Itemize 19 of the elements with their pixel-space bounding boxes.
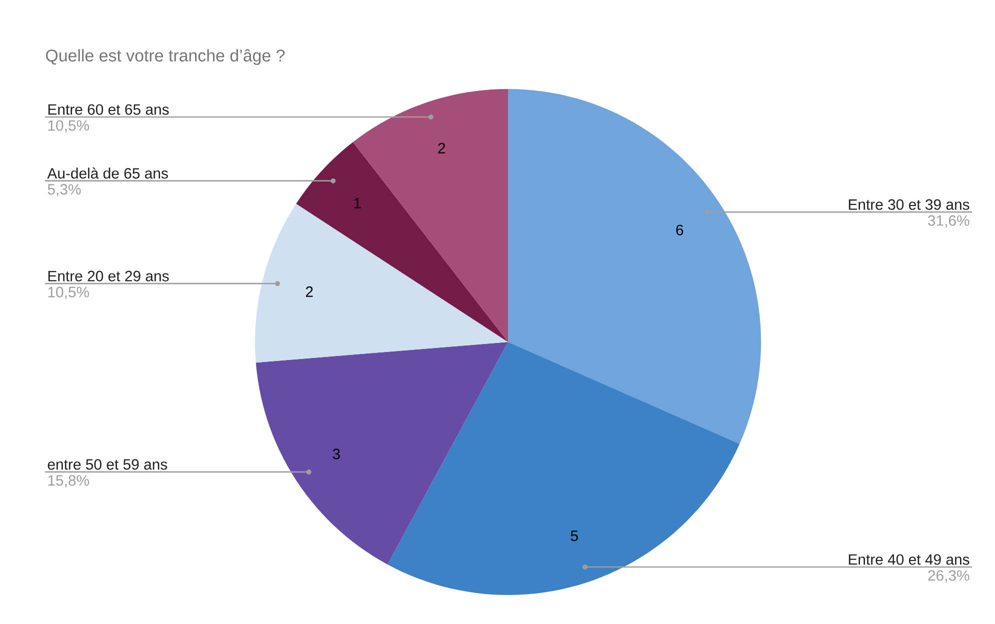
- text: 5: [570, 530, 578, 542]
- data-label: 10,5%: [48, 286, 90, 300]
- slice-label: entre 50 et 59 ans: [48, 459, 168, 470]
- data-label: 26,3%: [928, 570, 970, 583]
- data-label: 15,8%: [48, 475, 90, 488]
- data-label: 10,5%: [48, 120, 90, 133]
- data-label: 31,6%: [928, 215, 970, 228]
- text: 3: [332, 448, 340, 460]
- slice-label: Entre 20 et 29 ans: [48, 270, 169, 282]
- slice-label: Au-delà de 65 ans: [47, 167, 168, 179]
- text: 6: [676, 224, 684, 236]
- data-label: 5,3%: [48, 184, 81, 196]
- chart-title: Quelle est votre tranche d’âge ?: [46, 49, 285, 65]
- slice-label: Entre 60 et 65 ans: [48, 104, 169, 115]
- text: 2: [438, 142, 446, 154]
- text: 2: [306, 286, 313, 297]
- slice-label: Entre 30 et 39 ans: [848, 199, 970, 210]
- slice-label: Entre 40 et 49 ans: [848, 554, 970, 565]
- text: 1: [354, 198, 361, 208]
